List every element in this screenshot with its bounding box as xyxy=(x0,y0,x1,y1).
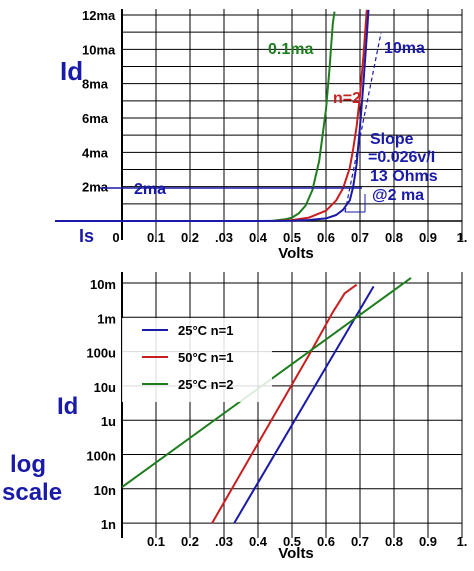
bottom-y-tick-label: 10u xyxy=(94,380,116,395)
bottom-y-tick-label: 10m xyxy=(90,277,116,292)
slope-label: Slope xyxy=(370,131,414,148)
top-x-tick-label: 0.5 xyxy=(283,230,301,245)
legend-entry-25c-n1: 25°C n=1 xyxy=(178,323,233,338)
bottom-ylabel-scale: scale xyxy=(2,479,62,506)
top-chart-tick-labels: 12ma 10ma 8ma 6ma 4ma 2ma 0 0.1 0.2 .03 0.4 0.5 0.6 0… xyxy=(82,8,467,245)
bottom-x-tick-label: 0.7 xyxy=(351,534,369,549)
top-chart-grid xyxy=(55,9,463,240)
top-y-tick-label: 6ma xyxy=(82,111,109,126)
bottom-y-tick-label: 1u xyxy=(101,414,116,429)
top-xlabel: Volts xyxy=(278,245,314,262)
bottom-x-tick-label: 0.1 xyxy=(147,534,165,549)
resistance-label: 13 Ohms xyxy=(370,168,438,185)
bottom-x-tick-label: 0.5 xyxy=(283,534,301,549)
top-y-tick-label: 2ma xyxy=(82,180,109,195)
bottom-y-tick-label: 100n xyxy=(86,449,116,464)
top-ylabel: Id xyxy=(60,56,83,86)
top-y-tick-label: 4ma xyxy=(82,145,109,160)
bottom-xlabel: Volts xyxy=(278,545,314,562)
top-x-tick-label: 0 xyxy=(112,230,119,245)
top-x-tick-label: 0.9 xyxy=(419,230,437,245)
marker-2ma-label: 2ma xyxy=(134,181,166,198)
top-x-tick-label: 0.2 xyxy=(181,230,199,245)
top-y-tick-label: 10ma xyxy=(82,42,116,57)
top-series-line-0-1ma xyxy=(271,11,336,222)
bottom-x-tick-label: 0.4 xyxy=(249,534,268,549)
slope-value-label: =0.026v/I xyxy=(368,149,435,166)
series-label-n2: n=2 xyxy=(333,90,361,107)
bottom-series-line-50-c-n-1 xyxy=(211,283,358,524)
resistance-at-label: @2 ma xyxy=(372,187,424,204)
bottom-ylabel: Id xyxy=(57,393,78,420)
top-series-line-n-2 xyxy=(274,9,368,222)
bottom-y-tick-label: 1m xyxy=(97,311,116,326)
bottom-y-tick-label: 1n xyxy=(101,517,116,532)
series-label-10ma: 10ma xyxy=(384,40,425,57)
bottom-x-tick-label: 0.2 xyxy=(181,534,199,549)
bottom-x-tick-label: 0.6 xyxy=(317,534,335,549)
top-x-tick-label: 1. xyxy=(457,230,468,245)
bottom-x-tick-label: .03 xyxy=(215,534,233,549)
legend-entry-50c-n1: 50°C n=1 xyxy=(178,350,233,365)
top-x-tick-label: 0.6 xyxy=(317,230,335,245)
top-x-tick-label: 0.8 xyxy=(385,230,403,245)
legend-entry-25c-n2: 25°C n=2 xyxy=(178,377,233,392)
top-y-tick-label: 12ma xyxy=(82,8,116,23)
slope-tangent-line xyxy=(344,32,382,213)
bottom-legend: 25°C n=1 50°C n=1 25°C n=2 xyxy=(122,318,272,402)
bottom-y-tick-label: 10n xyxy=(94,483,116,498)
top-x-tick-label: .03 xyxy=(215,230,233,245)
bottom-series-line-25-c-n-1 xyxy=(233,285,375,524)
bottom-y-tick-label: 100u xyxy=(86,346,116,361)
bottom-x-tick-label: 0.9 xyxy=(419,534,437,549)
top-x-tick-label: 0.7 xyxy=(351,230,369,245)
legend-box xyxy=(122,318,272,402)
bottom-chart-grid xyxy=(121,272,463,538)
bottom-x-tick-label: 1. xyxy=(457,534,468,549)
top-x-tick-label: 0.1 xyxy=(147,230,165,245)
bottom-chart-tick-labels: 10m 1m 100u 10u 1u 100n 10n 1n 0.1 0.2 .03 0.4 0.5 0.… xyxy=(86,277,467,549)
series-label-0-1ma: 0.1ma xyxy=(268,41,313,58)
baseline-is-label: Is xyxy=(79,226,94,246)
top-x-tick-label: 0.4 xyxy=(249,230,268,245)
bottom-ylabel-log: log xyxy=(10,451,46,478)
top-y-tick-label: 8ma xyxy=(82,77,109,92)
bottom-x-tick-label: 0.8 xyxy=(385,534,403,549)
